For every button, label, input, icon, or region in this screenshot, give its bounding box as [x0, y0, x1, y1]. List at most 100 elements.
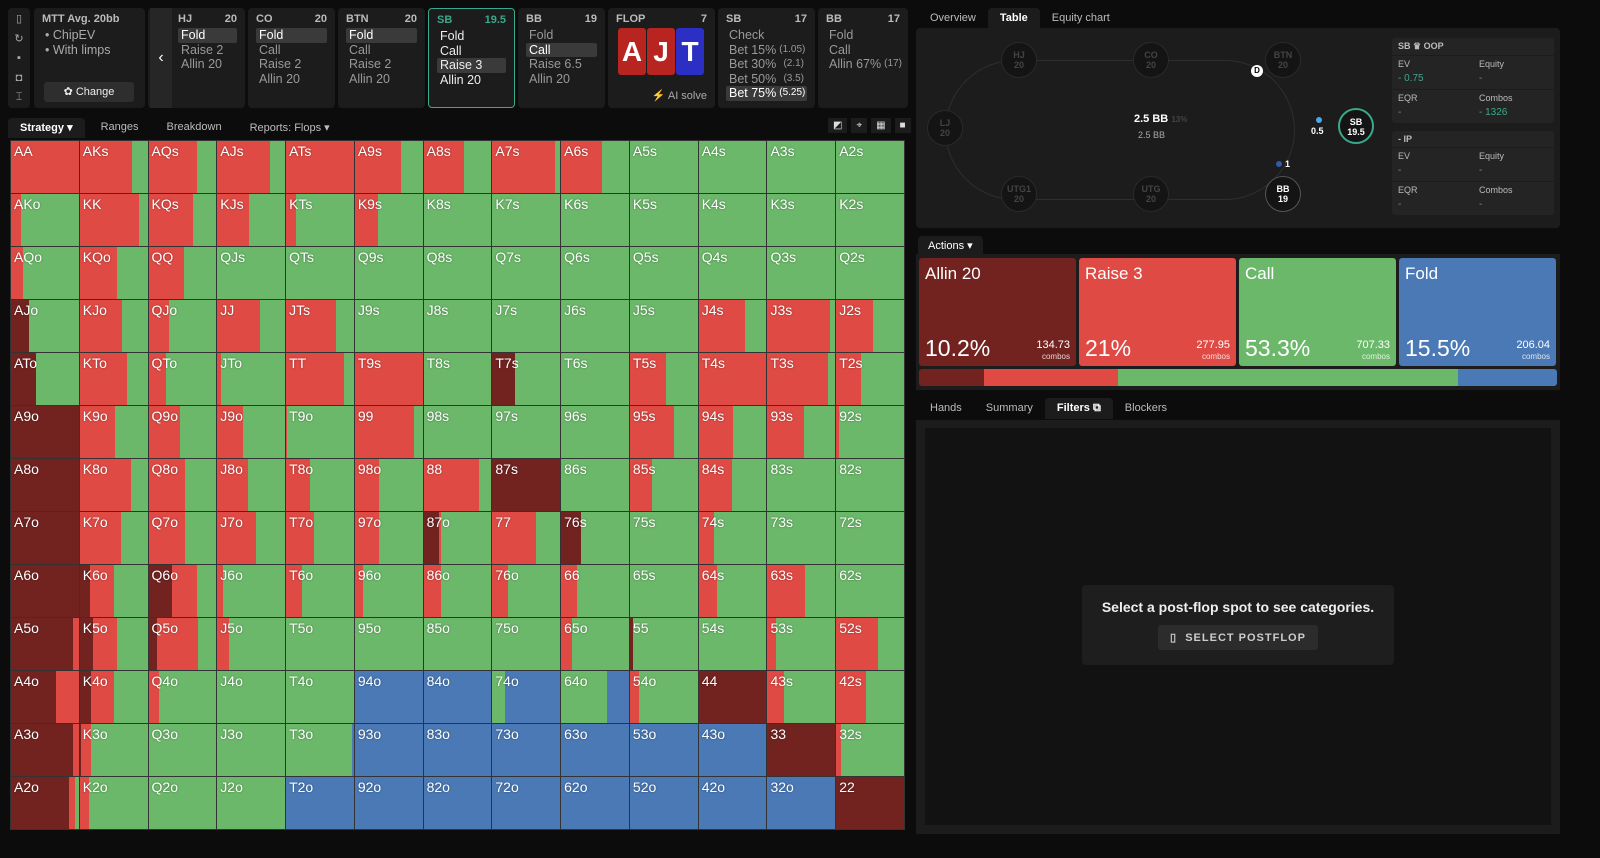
hand-cell[interactable]: 83s [767, 459, 836, 511]
tab-ranges[interactable]: Ranges [100, 121, 139, 133]
seat-btn[interactable]: BTN 20 [1265, 42, 1301, 78]
hand-cell[interactable]: 64o [561, 671, 629, 723]
hand-cell[interactable]: Q3s [767, 247, 836, 299]
save-icon[interactable]: ▪ [17, 52, 21, 65]
hand-cell[interactable]: 85o [423, 618, 492, 670]
hand-cell[interactable]: KJo [79, 300, 148, 352]
hand-cell[interactable]: 97o [354, 512, 423, 564]
seat-bb[interactable]: BB 19 [1265, 176, 1301, 212]
hand-cell[interactable]: 94s [698, 406, 767, 458]
hand-cell[interactable]: Q5o [148, 618, 217, 670]
action-option[interactable]: Fold [529, 28, 554, 42]
hand-cell[interactable]: J5o [217, 618, 286, 670]
hand-cell[interactable]: 87s [492, 459, 561, 511]
action-option[interactable]: Bet 15% (1.05) [726, 43, 807, 58]
hand-cell[interactable]: K6s [561, 194, 629, 246]
tab-overview[interactable]: Overview [930, 12, 976, 24]
tab-strategy[interactable]: Strategy ▾ [8, 118, 85, 138]
hand-cell[interactable]: T2o [286, 777, 354, 829]
action-option[interactable]: Call [440, 43, 462, 58]
hand-cell[interactable]: JJ [217, 300, 286, 352]
hand-cell[interactable]: Q3o [148, 724, 217, 776]
action-option[interactable]: Bet 50% (3.5) [726, 72, 807, 87]
hand-cell[interactable]: JTs [286, 300, 354, 352]
hand-cell[interactable]: J9o [217, 406, 286, 458]
hand-cell[interactable]: KTs [286, 194, 354, 246]
hand-cell[interactable]: K4o [79, 671, 148, 723]
hand-cell[interactable]: K5o [79, 618, 148, 670]
hand-cell[interactable]: T6s [561, 353, 629, 405]
hand-cell[interactable]: 76s [561, 512, 629, 564]
hand-cell[interactable]: J4s [698, 300, 767, 352]
action-option[interactable]: Call [826, 43, 900, 58]
hand-cell[interactable]: 76o [492, 565, 561, 617]
hand-cell[interactable]: 93s [767, 406, 836, 458]
hand-cell[interactable]: T7s [492, 353, 561, 405]
hand-cell[interactable]: AA [11, 141, 79, 193]
tab-blockers[interactable]: Blockers [1124, 402, 1167, 414]
hand-cell[interactable]: AJs [217, 141, 286, 193]
hand-cell[interactable]: K8o [79, 459, 148, 511]
action-option[interactable]: Call [349, 42, 371, 57]
action-option[interactable]: Raise 3 [437, 58, 506, 73]
hand-cell[interactable]: T7o [286, 512, 354, 564]
hand-cell[interactable]: Q2o [148, 777, 217, 829]
hand-cell[interactable]: A3s [767, 141, 836, 193]
hand-cell[interactable]: 63s [767, 565, 836, 617]
grid-icon[interactable]: ▦ [871, 118, 891, 133]
action-option[interactable]: Bet 30% (2.1) [726, 57, 807, 72]
hand-cell[interactable]: KK [79, 194, 148, 246]
action-option[interactable]: Allin 20 [349, 71, 390, 86]
action-option[interactable]: Raise 2 [181, 42, 224, 57]
action-card-fold[interactable]: Fold 15.5% 206.04 combos [1399, 258, 1556, 366]
hand-cell[interactable]: T8o [286, 459, 354, 511]
hand-cell[interactable]: K6o [79, 565, 148, 617]
hand-cell[interactable]: T9s [354, 353, 423, 405]
action-option[interactable]: Allin 20 [181, 57, 222, 71]
change-button[interactable]: ✿ Change [44, 82, 134, 102]
hand-cell[interactable]: 43s [767, 671, 836, 723]
hand-cell[interactable]: 72s [836, 512, 904, 564]
action-card-call[interactable]: Call 53.3% 707.33 combos [1239, 258, 1396, 366]
action-option[interactable]: Raise 6.5 [529, 57, 582, 71]
hand-cell[interactable]: T3o [286, 724, 354, 776]
hand-cell[interactable]: KQs [148, 194, 217, 246]
action-option[interactable]: Check [726, 28, 807, 43]
action-card-allin[interactable]: Allin 20 10.2% 134.73 combos [919, 258, 1076, 366]
hand-cell[interactable]: 74s [698, 512, 767, 564]
seat-utg1[interactable]: UTG1 20 [1001, 176, 1037, 212]
tab-filters[interactable]: Filters ⧉ [1044, 398, 1113, 419]
hand-cell[interactable]: Q8o [148, 459, 217, 511]
hand-cell[interactable]: T8s [423, 353, 492, 405]
hand-cell[interactable]: 54s [698, 618, 767, 670]
hand-cell[interactable]: QQ [148, 247, 217, 299]
seat-co[interactable]: CO 20 [1133, 42, 1169, 78]
hand-cell[interactable]: 98s [423, 406, 492, 458]
hand-cell[interactable]: Q5s [629, 247, 698, 299]
hand-cell[interactable]: J7o [217, 512, 286, 564]
hand-cell[interactable]: Q7s [492, 247, 561, 299]
hand-cell[interactable]: 96s [561, 406, 629, 458]
hand-cell[interactable]: K2o [79, 777, 148, 829]
hand-cell[interactable]: 84o [423, 671, 492, 723]
hand-cell[interactable]: 82s [836, 459, 904, 511]
hand-cell[interactable]: T3s [767, 353, 836, 405]
flop-card[interactable]: FLOP 7 A J T ⚡ AI solve [608, 8, 715, 108]
hand-cell[interactable]: A8o [11, 459, 79, 511]
hand-cell[interactable]: 62o [561, 777, 629, 829]
hand-cell[interactable]: 88 [423, 459, 492, 511]
collapse-left-button[interactable]: ‹ [150, 8, 172, 108]
hand-cell[interactable]: 33 [767, 724, 836, 776]
hand-cell[interactable]: 86o [423, 565, 492, 617]
hand-cell[interactable]: 32o [767, 777, 836, 829]
hand-cell[interactable]: 99 [354, 406, 423, 458]
hand-cell[interactable]: 44 [698, 671, 767, 723]
hand-cell[interactable]: A9s [354, 141, 423, 193]
hand-cell[interactable]: 95s [629, 406, 698, 458]
hand-cell[interactable]: 97s [492, 406, 561, 458]
hand-cell[interactable]: AKo [11, 194, 79, 246]
tab-hands[interactable]: Hands [930, 402, 962, 414]
hand-cell[interactable]: Q6o [148, 565, 217, 617]
hand-cell[interactable]: JTo [217, 353, 286, 405]
hand-cell[interactable]: 42s [836, 671, 904, 723]
